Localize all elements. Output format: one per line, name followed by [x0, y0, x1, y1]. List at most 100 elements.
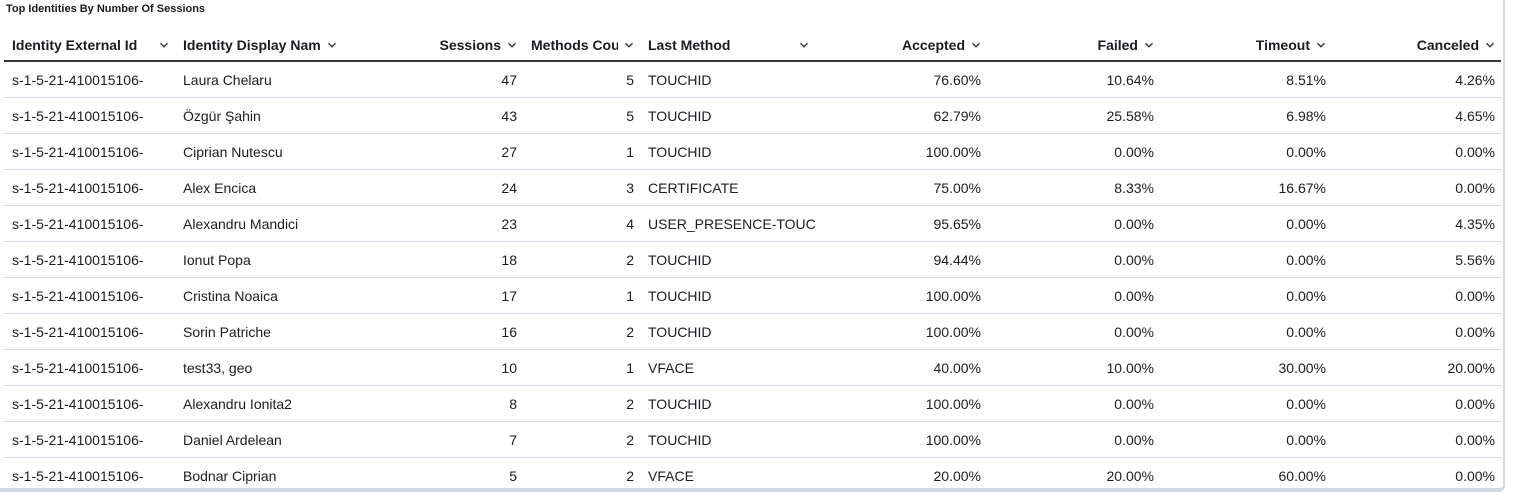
table-cell: 10.64%: [987, 61, 1160, 98]
table-cell: Cristina Noaica: [175, 277, 345, 314]
table-cell: Alex Encica: [175, 169, 345, 206]
sort-chevron[interactable]: [159, 40, 169, 50]
header-content: Identity External Id: [12, 37, 169, 53]
table-row: s-1-5-21-410015106- Alex Encica 24 3 CERTIFI…: [4, 169, 1501, 206]
table-cell: s-1-5-21-410015106-: [4, 421, 175, 458]
table-cell: 95.65%: [815, 205, 987, 242]
table-cell: TOUCHID: [640, 313, 815, 350]
table-cell: s-1-5-21-410015106-: [4, 169, 175, 206]
sort-chevron[interactable]: [327, 40, 337, 50]
table-cell: 6.98%: [1160, 97, 1332, 134]
table-cell: 100.00%: [815, 385, 987, 422]
header-label: Sessions: [439, 37, 501, 53]
chevron-path: [327, 42, 336, 48]
table-cell: Laura Chelaru: [175, 61, 345, 98]
chevron-path: [159, 42, 169, 48]
header-label: Identity Display Nam: [183, 37, 321, 53]
table-cell: 0.00%: [987, 133, 1160, 170]
table-cell: 20.00%: [1332, 349, 1501, 386]
table-row: s-1-5-21-410015106- Ciprian Nutescu 27 1 TOU…: [4, 133, 1501, 170]
table-cell: s-1-5-21-410015106-: [4, 61, 175, 98]
table-cell: 100.00%: [815, 421, 987, 458]
panel-title: Top Identities By Number Of Sessions: [6, 3, 206, 15]
column-header[interactable]: Accepted: [815, 30, 987, 62]
table-cell: s-1-5-21-410015106-: [4, 133, 175, 170]
column-header[interactable]: Timeout: [1160, 30, 1332, 62]
table-row: s-1-5-21-410015106- Özgür Şahin 43 5 TOUCHID…: [4, 97, 1501, 134]
sort-chevron[interactable]: [799, 40, 809, 50]
table-cell: 2: [523, 385, 640, 422]
sort-chevron[interactable]: [624, 40, 634, 50]
table-cell: 0.00%: [987, 385, 1160, 422]
table-cell: 60.00%: [1160, 457, 1332, 488]
data-table: Identity External Id Identity Display Nam…: [4, 30, 1501, 488]
header-content: Failed: [995, 37, 1154, 53]
table-cell: TOUCHID: [640, 97, 815, 134]
table-cell: 0.00%: [1332, 313, 1501, 350]
table-cell: 1: [523, 277, 640, 314]
header-label: Canceled: [1416, 37, 1479, 53]
column-header[interactable]: Identity Display Nam: [175, 30, 345, 62]
header-label: Accepted: [901, 37, 965, 53]
column-header[interactable]: Methods Cou: [523, 30, 640, 62]
header-row: Identity External Id Identity Display Nam…: [4, 30, 1501, 62]
sort-chevron[interactable]: [1485, 40, 1495, 50]
sort-chevron[interactable]: [1316, 40, 1326, 50]
table-cell: 0.00%: [987, 277, 1160, 314]
table-cell: TOUCHID: [640, 61, 815, 98]
table-cell: TOUCHID: [640, 133, 815, 170]
header-label: Last Method: [648, 37, 731, 53]
table-cell: 8: [345, 385, 523, 422]
table-cell: 0.00%: [1332, 277, 1501, 314]
chevron-path: [1485, 42, 1495, 48]
table-cell: 5: [523, 61, 640, 98]
sort-chevron[interactable]: [971, 40, 981, 50]
table-cell: VFACE: [640, 457, 815, 488]
table-cell: Özgür Şahin: [175, 97, 345, 134]
table-cell: 10.00%: [987, 349, 1160, 386]
table-cell: s-1-5-21-410015106-: [4, 313, 175, 350]
header-content: Accepted: [823, 37, 981, 53]
table-cell: 0.00%: [987, 313, 1160, 350]
table-cell: 7: [345, 421, 523, 458]
table-cell: 76.60%: [815, 61, 987, 98]
column-header[interactable]: Failed: [987, 30, 1160, 62]
table-cell: 5.56%: [1332, 241, 1501, 278]
table-cell: 20.00%: [815, 457, 987, 488]
table-cell: 4.26%: [1332, 61, 1501, 98]
column-header[interactable]: Canceled: [1332, 30, 1501, 62]
chevron-path: [624, 42, 634, 48]
table-cell: 100.00%: [815, 277, 987, 314]
table-cell: Ciprian Nutescu: [175, 133, 345, 170]
table-cell: 0.00%: [1332, 421, 1501, 458]
table-cell: 5: [523, 97, 640, 134]
table-row: s-1-5-21-410015106- Daniel Ardelean 7 2 TOUC…: [4, 421, 1501, 458]
table-cell: Bodnar Ciprian: [175, 457, 345, 488]
table-cell: s-1-5-21-410015106-: [4, 205, 175, 242]
table-cell: 25.58%: [987, 97, 1160, 134]
column-header[interactable]: Sessions: [345, 30, 523, 62]
header-content: Methods Cou: [531, 37, 634, 53]
header-label: Failed: [1097, 37, 1138, 53]
column-header[interactable]: Identity External Id: [4, 30, 175, 62]
table-cell: s-1-5-21-410015106-: [4, 349, 175, 386]
table-cell: 0.00%: [987, 421, 1160, 458]
table-cell: 0.00%: [1332, 457, 1501, 488]
table-row: s-1-5-21-410015106- Bodnar Ciprian 5 2 VFACE…: [4, 457, 1501, 488]
chevron-path: [971, 42, 981, 48]
column-header[interactable]: Last Method: [640, 30, 815, 62]
sort-chevron[interactable]: [507, 40, 517, 50]
chevron-path: [507, 42, 517, 48]
table-cell: 0.00%: [1332, 385, 1501, 422]
chevron-path: [799, 42, 809, 48]
table-cell: 0.00%: [1160, 277, 1332, 314]
table-cell: 24: [345, 169, 523, 206]
sort-chevron[interactable]: [1144, 40, 1154, 50]
table-cell: Ionut Popa: [175, 241, 345, 278]
header-content: Last Method: [648, 37, 809, 53]
table-row: s-1-5-21-410015106- Alexandru Ionita2 8 2 TO…: [4, 385, 1501, 422]
table-cell: 0.00%: [1160, 241, 1332, 278]
table-cell: 47: [345, 61, 523, 98]
table-cell: 4: [523, 205, 640, 242]
